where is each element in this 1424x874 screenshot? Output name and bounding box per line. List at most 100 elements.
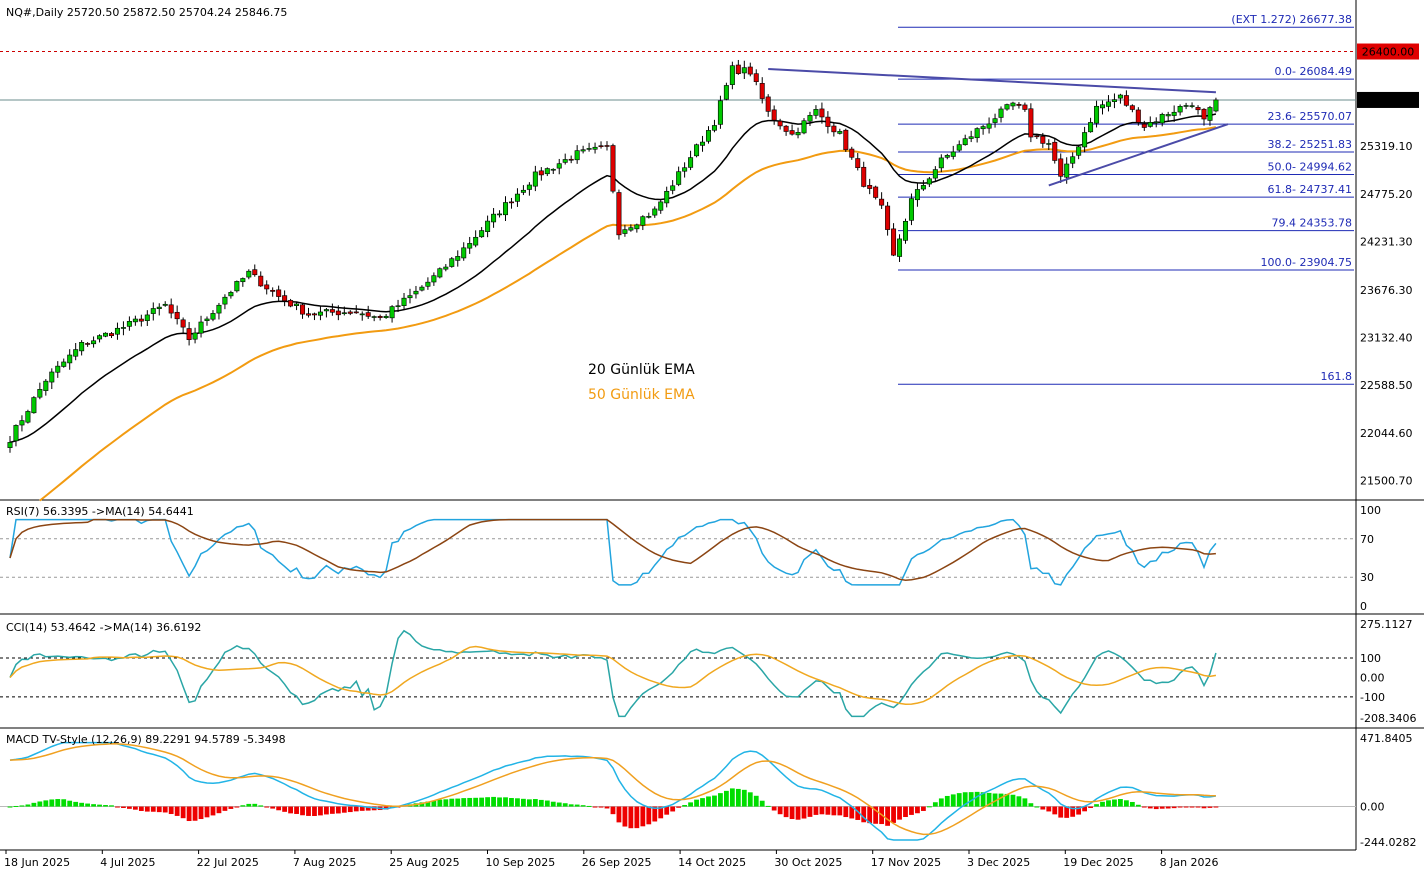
- macd-histogram-bar: [724, 790, 729, 807]
- fib-label: 38.2- 25251.83: [1268, 138, 1352, 151]
- candle: [55, 365, 61, 373]
- rsi-ma-line: [9, 518, 1216, 581]
- fib-label: 161.8: [1321, 370, 1353, 383]
- candle: [73, 349, 79, 357]
- macd-histogram-bar: [801, 806, 807, 819]
- macd-histogram-bar: [1123, 800, 1129, 807]
- candle: [1076, 146, 1082, 156]
- candle: [1052, 141, 1058, 161]
- macd-histogram-bar: [956, 793, 962, 807]
- candle: [783, 125, 789, 132]
- macd-histogram-bar: [777, 806, 783, 815]
- candle: [1207, 107, 1213, 121]
- macd-histogram-bar: [700, 798, 705, 807]
- candle: [628, 227, 634, 231]
- candle: [843, 129, 849, 150]
- candle: [1213, 99, 1219, 112]
- macd-histogram-bar: [885, 806, 890, 826]
- macd-histogram-bar: [831, 806, 837, 816]
- macd-histogram-bar: [503, 797, 508, 807]
- candle: [1171, 111, 1177, 116]
- candle: [216, 304, 222, 314]
- candle: [771, 109, 777, 121]
- macd-histogram-bar: [950, 794, 956, 807]
- macd-histogram-bar: [1064, 806, 1070, 818]
- macd-histogram-bar: [921, 806, 926, 811]
- macd-histogram-bar: [532, 799, 538, 807]
- candle: [347, 311, 353, 314]
- time-tick: 18 Jun 2025: [4, 856, 70, 869]
- macd-histogram-bar: [67, 800, 73, 807]
- candle: [79, 341, 85, 352]
- time-tick: 30 Oct 2025: [774, 856, 842, 869]
- candle: [711, 125, 717, 131]
- macd-histogram-bar: [521, 798, 526, 807]
- macd-histogram-bar: [198, 806, 204, 820]
- macd-histogram-bar: [580, 805, 586, 807]
- candle: [729, 65, 735, 85]
- macd-histogram-bar: [31, 802, 37, 807]
- candle: [377, 316, 383, 318]
- candle: [1141, 123, 1147, 128]
- candle: [526, 184, 532, 190]
- macd-histogram-bar: [843, 806, 849, 818]
- macd-histogram-bar: [926, 806, 932, 808]
- candle: [43, 380, 49, 391]
- macd-histogram-bar: [586, 805, 592, 807]
- macd-histogram-bar: [174, 806, 180, 816]
- macd-histogram-bar: [419, 802, 425, 807]
- candle: [228, 292, 234, 297]
- candle: [108, 333, 114, 337]
- macd-histogram-bar: [276, 806, 282, 811]
- candle: [652, 208, 658, 216]
- candle: [1201, 108, 1207, 120]
- candle: [174, 311, 180, 320]
- candle: [849, 148, 855, 158]
- time-tick: 14 Oct 2025: [678, 856, 746, 869]
- candle: [31, 397, 37, 414]
- candle: [1094, 105, 1100, 124]
- macd-histogram-bar: [1028, 803, 1034, 807]
- trendline-upper: [768, 68, 1216, 94]
- macd-histogram-bar: [150, 806, 156, 812]
- macd-histogram-bar: [1046, 806, 1052, 812]
- macd-histogram-bar: [264, 806, 270, 808]
- candle: [867, 185, 873, 189]
- macd-histogram-bar: [915, 806, 920, 814]
- candle: [156, 306, 162, 310]
- macd-histogram-bar: [55, 799, 61, 807]
- candle: [198, 321, 204, 334]
- candle: [682, 167, 688, 172]
- macd-histogram-bar: [1195, 806, 1201, 808]
- candle: [461, 247, 467, 259]
- candle: [604, 145, 610, 147]
- macd-histogram-bar: [944, 795, 950, 807]
- candle: [25, 411, 31, 423]
- candle: [437, 268, 443, 278]
- candle: [902, 220, 908, 241]
- candle: [932, 169, 938, 179]
- macd-histogram-bar: [688, 802, 693, 807]
- price-tick: 24231.30: [1360, 235, 1413, 248]
- candle: [962, 138, 968, 146]
- macd-histogram-bar: [156, 806, 162, 813]
- fib-label: 50.0- 24994.62: [1268, 161, 1352, 174]
- macd-histogram-bar: [121, 806, 126, 808]
- macd-histogram-bar: [676, 806, 682, 808]
- macd-histogram-bar: [729, 788, 735, 807]
- macd-histogram-bar: [998, 793, 1004, 807]
- macd-histogram-bar: [85, 803, 91, 807]
- candle: [359, 313, 365, 316]
- candle: [97, 335, 103, 340]
- macd-histogram-bar: [73, 801, 79, 807]
- macd-histogram-bar: [1171, 806, 1177, 809]
- macd-histogram-bar: [1016, 796, 1022, 807]
- candle: [449, 258, 455, 267]
- macd-histogram-bar: [204, 806, 210, 818]
- macd-histogram-bar: [210, 806, 216, 816]
- macd-histogram-bar: [1022, 798, 1028, 807]
- candle: [556, 163, 562, 169]
- time-tick: 25 Aug 2025: [389, 856, 459, 869]
- macd-histogram-bar: [115, 806, 120, 808]
- rsi-tick: 70: [1360, 533, 1374, 546]
